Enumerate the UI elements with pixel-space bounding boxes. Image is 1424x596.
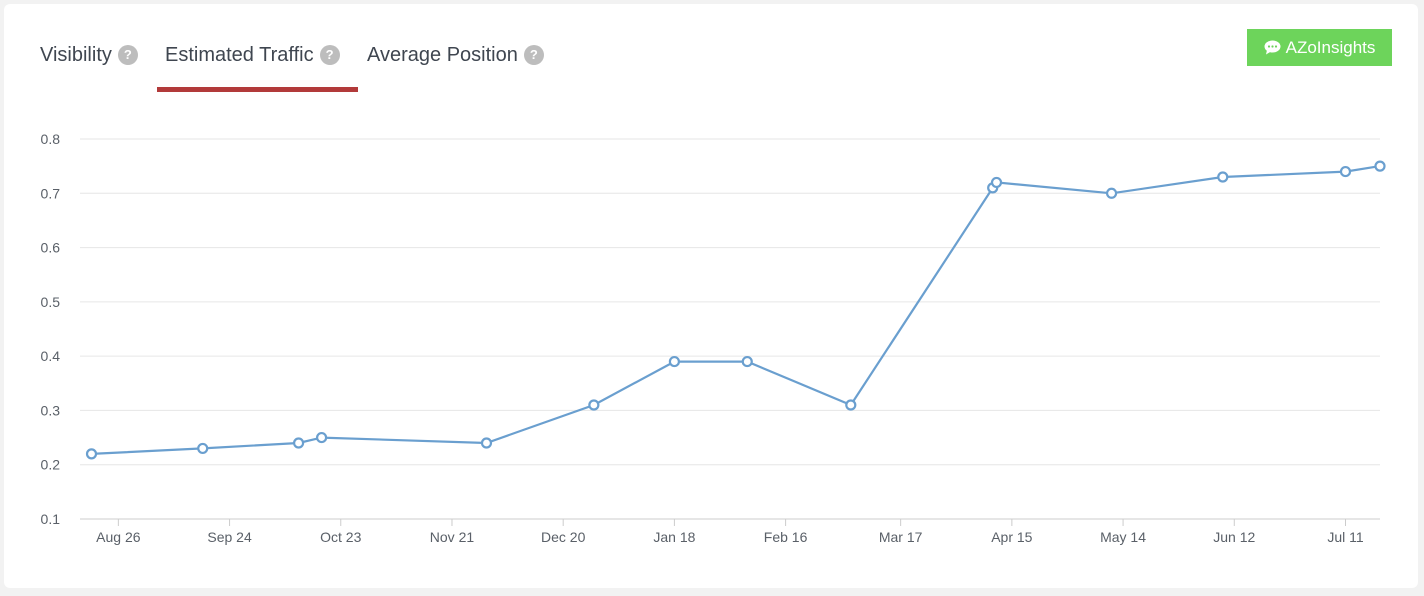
tab-visibility[interactable]: Visibility? [40, 44, 138, 67]
data-point [1217, 171, 1229, 183]
x-tick-label: Apr 15 [991, 529, 1032, 545]
x-tick-label: Mar 17 [879, 529, 923, 545]
data-point [292, 437, 305, 449]
y-tick-label: 0.7 [41, 185, 61, 201]
y-tick-label: 0.8 [41, 131, 61, 147]
chat-bubble-icon [1264, 40, 1281, 55]
data-point [845, 399, 857, 411]
tab-average-position[interactable]: Average Position? [367, 44, 544, 67]
x-tick-label: Aug 26 [96, 529, 141, 545]
data-point [588, 399, 600, 411]
data-point [668, 355, 680, 368]
y-tick-label: 0.3 [41, 402, 61, 418]
x-tick-label: Oct 23 [320, 529, 361, 545]
data-point [1339, 165, 1352, 178]
data-point [85, 448, 98, 460]
y-tick-label: 0.1 [41, 511, 61, 527]
data-point [741, 355, 753, 368]
help-icon[interactable]: ? [523, 45, 544, 65]
y-tick-label: 0.4 [41, 348, 61, 364]
help-icon[interactable]: ? [117, 45, 138, 65]
help-icon[interactable]: ? [319, 45, 340, 65]
traffic-card: Visibility? Estimated Traffic? Average P… [4, 4, 1418, 588]
x-tick-label: Dec 20 [541, 529, 586, 545]
x-tick-label: Feb 16 [764, 529, 808, 545]
x-tick-label: Nov 21 [430, 529, 475, 545]
azoinsights-button[interactable]: AZoInsights [1247, 29, 1392, 66]
x-tick-label: Sep 24 [207, 529, 252, 545]
data-point [480, 437, 493, 449]
tab-average-position-label: Average Position [367, 44, 518, 66]
y-tick-label: 0.5 [41, 294, 61, 310]
x-tick-label: Jan 18 [653, 529, 695, 545]
data-point [990, 176, 1003, 189]
data-point [197, 442, 209, 455]
data-point [1374, 160, 1386, 172]
x-tick-label: May 14 [1100, 529, 1146, 545]
tab-visibility-label: Visibility [40, 44, 112, 66]
azoinsights-label: AZoInsights [1285, 37, 1376, 57]
y-tick-label: 0.2 [41, 457, 61, 473]
x-tick-label: Jul 11 [1327, 529, 1364, 545]
data-point [1105, 187, 1118, 199]
data-point [315, 431, 328, 444]
tab-estimated-traffic[interactable]: Estimated Traffic? [165, 44, 340, 67]
active-tab-indicator [157, 87, 358, 92]
y-tick-label: 0.6 [41, 240, 61, 256]
x-tick-label: Jun 12 [1213, 529, 1255, 545]
tab-estimated-traffic-label: Estimated Traffic [165, 44, 314, 66]
